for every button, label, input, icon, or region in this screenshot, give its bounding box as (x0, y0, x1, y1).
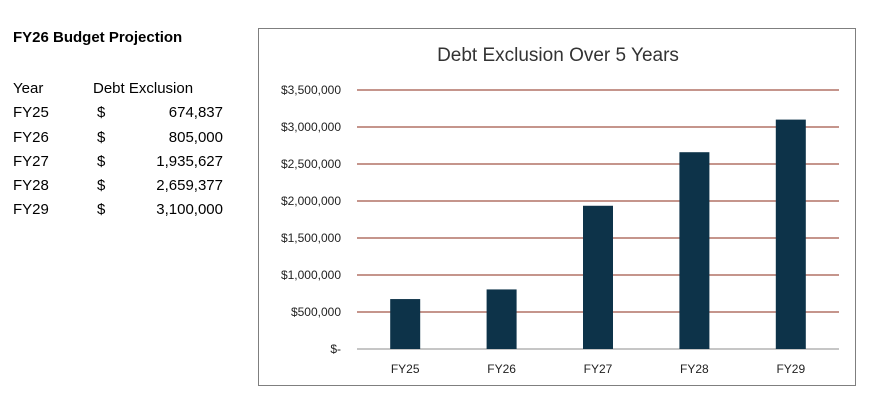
row-currency: $ (97, 201, 106, 219)
bar (390, 299, 421, 349)
x-tick-label: FY27 (584, 362, 613, 376)
bar-chart: Debt Exclusion Over 5 Years $- $500,000 $1… (281, 45, 839, 376)
row-year: FY27 (13, 152, 49, 170)
row-year: FY25 (13, 104, 49, 122)
row-value: 805,000 (168, 128, 223, 146)
x-tick-label: FY25 (391, 362, 420, 376)
row-value: 674,837 (168, 104, 223, 122)
row-currency: $ (97, 104, 106, 122)
y-tick-label: $500,000 (291, 305, 341, 319)
chart-title: Debt Exclusion Over 5 Years (437, 45, 679, 66)
x-tick-label: FY26 (487, 362, 516, 376)
row-year: FY26 (13, 128, 49, 146)
table-header-row: Year Debt Exclusion (13, 77, 223, 101)
bar (775, 119, 806, 349)
row-currency: $ (97, 128, 106, 146)
table-row: FY29 $ 3,100,000 (13, 198, 223, 222)
sheet-title: FY26 Budget Projection (13, 29, 183, 46)
table-row: FY26 $ 805,000 (13, 126, 223, 150)
header-debt-exclusion: Debt Exclusion (93, 80, 194, 97)
table-row: FY28 $ 2,659,377 (13, 174, 223, 198)
y-tick-label: $- (330, 342, 341, 356)
row-year: FY29 (13, 201, 49, 219)
row-value: 2,659,377 (156, 177, 223, 195)
chart-container[interactable]: Debt Exclusion Over 5 Years $- $500,000 $1… (258, 28, 856, 386)
y-tick-label: $1,000,000 (281, 268, 341, 282)
table-row: FY27 $ 1,935,627 (13, 150, 223, 174)
header-year: Year (13, 80, 44, 97)
row-value: 1,935,627 (156, 152, 223, 170)
y-tick-label: $3,000,000 (281, 120, 341, 134)
table-row: FY25 $ 674,837 (13, 101, 223, 125)
row-currency: $ (97, 152, 106, 170)
row-value: 3,100,000 (156, 201, 223, 219)
x-tick-label: FY28 (680, 362, 709, 376)
row-year: FY28 (13, 177, 49, 195)
bar (486, 289, 517, 349)
y-tick-label: $1,500,000 (281, 231, 341, 245)
budget-table: Year Debt Exclusion FY25 $ 674,837 FY26 … (13, 77, 223, 223)
bar (583, 205, 613, 349)
y-tick-label: $2,500,000 (281, 157, 341, 171)
x-tick-label: FY29 (776, 362, 805, 376)
bar (679, 152, 710, 349)
y-tick-label: $2,000,000 (281, 194, 341, 208)
y-tick-label: $3,500,000 (281, 83, 341, 97)
row-currency: $ (97, 177, 106, 195)
